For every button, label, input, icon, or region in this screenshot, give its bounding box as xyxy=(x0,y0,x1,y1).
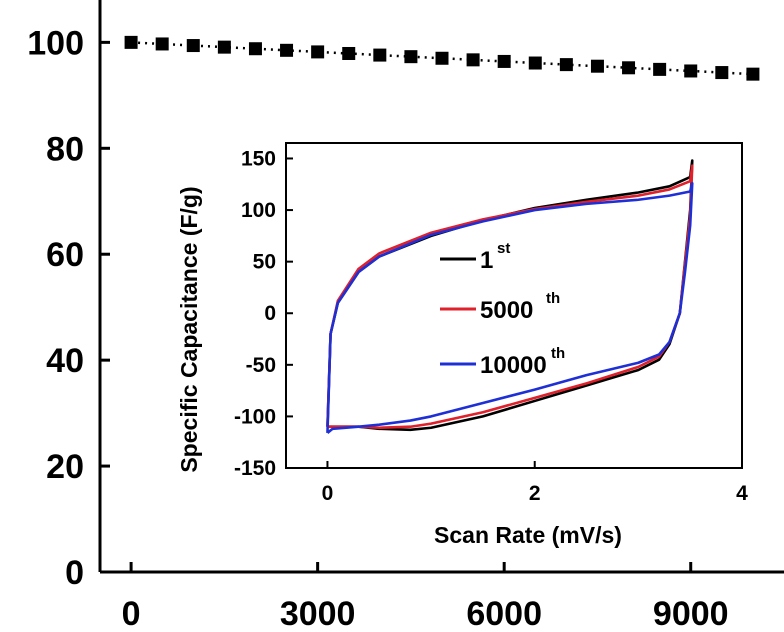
main-y-tick-label: 0 xyxy=(65,554,84,592)
inset-x-tick-label: 0 xyxy=(322,482,334,505)
retention-data-point xyxy=(715,66,729,80)
retention-series-line xyxy=(131,41,753,76)
legend-label: 5000 xyxy=(480,297,533,324)
retention-data-point xyxy=(435,51,449,65)
retention-data-point xyxy=(217,40,231,54)
legend-label: 1 xyxy=(480,247,493,274)
legend-label: 10000 xyxy=(480,352,547,379)
legend-superscript: th xyxy=(551,345,565,362)
retention-data-point xyxy=(746,67,760,81)
inset-y-tick-label: 150 xyxy=(241,147,276,170)
retention-data-point xyxy=(155,37,169,51)
inset-x-axis-label: Scan Rate (mV/s) xyxy=(434,522,622,548)
inset-x-tick-label: 4 xyxy=(736,482,748,505)
inset-y-tick-label: -150 xyxy=(234,457,276,480)
main-x-tick-label: 0 xyxy=(122,595,141,632)
retention-data-point xyxy=(248,42,262,56)
retention-data-point xyxy=(684,64,698,78)
main-y-tick-label: 80 xyxy=(46,130,84,168)
retention-data-point xyxy=(622,61,636,75)
retention-data-point xyxy=(373,48,387,62)
retention-data-point xyxy=(342,46,356,60)
inset-y-tick-label: -100 xyxy=(234,405,276,428)
main-x-tick-label: 3000 xyxy=(280,595,356,632)
inset-y-axis-label: Specific Capacitance (F/g) xyxy=(176,186,202,472)
inset-y-tick-label: 100 xyxy=(241,199,276,222)
retention-data-point xyxy=(653,62,667,76)
retention-data-point xyxy=(466,53,480,67)
inset-y-tick-label: 50 xyxy=(253,251,276,274)
retention-data-point xyxy=(559,58,573,72)
legend-superscript: st xyxy=(497,240,510,257)
inset-x-tick-label: 2 xyxy=(529,482,541,505)
retention-data-point xyxy=(280,43,294,57)
inset-y-tick-label: -50 xyxy=(246,354,276,377)
inset-chart: 150 100 50 0 -50 -100 -150 0 2 4 Scan Rate (mV/s) S… xyxy=(176,142,748,548)
main-y-tick-label: 100 xyxy=(27,24,84,62)
retention-data-point xyxy=(186,39,200,53)
retention-data-point xyxy=(590,59,604,73)
main-x-tick-label: 9000 xyxy=(653,595,729,632)
retention-data-point xyxy=(124,35,138,49)
retention-data-point xyxy=(497,54,511,68)
main-y-tick-label: 20 xyxy=(46,448,84,486)
retention-data-point xyxy=(404,50,418,64)
cv-series-10000th xyxy=(326,181,694,434)
inset-y-tick-label: 0 xyxy=(264,302,276,325)
main-y-tick-label: 60 xyxy=(46,236,84,274)
legend-superscript: th xyxy=(546,290,560,307)
retention-data-point xyxy=(528,56,542,70)
main-y-tick-label: 40 xyxy=(46,342,84,380)
retention-data-point xyxy=(311,45,325,59)
main-x-tick-label: 6000 xyxy=(466,595,542,632)
